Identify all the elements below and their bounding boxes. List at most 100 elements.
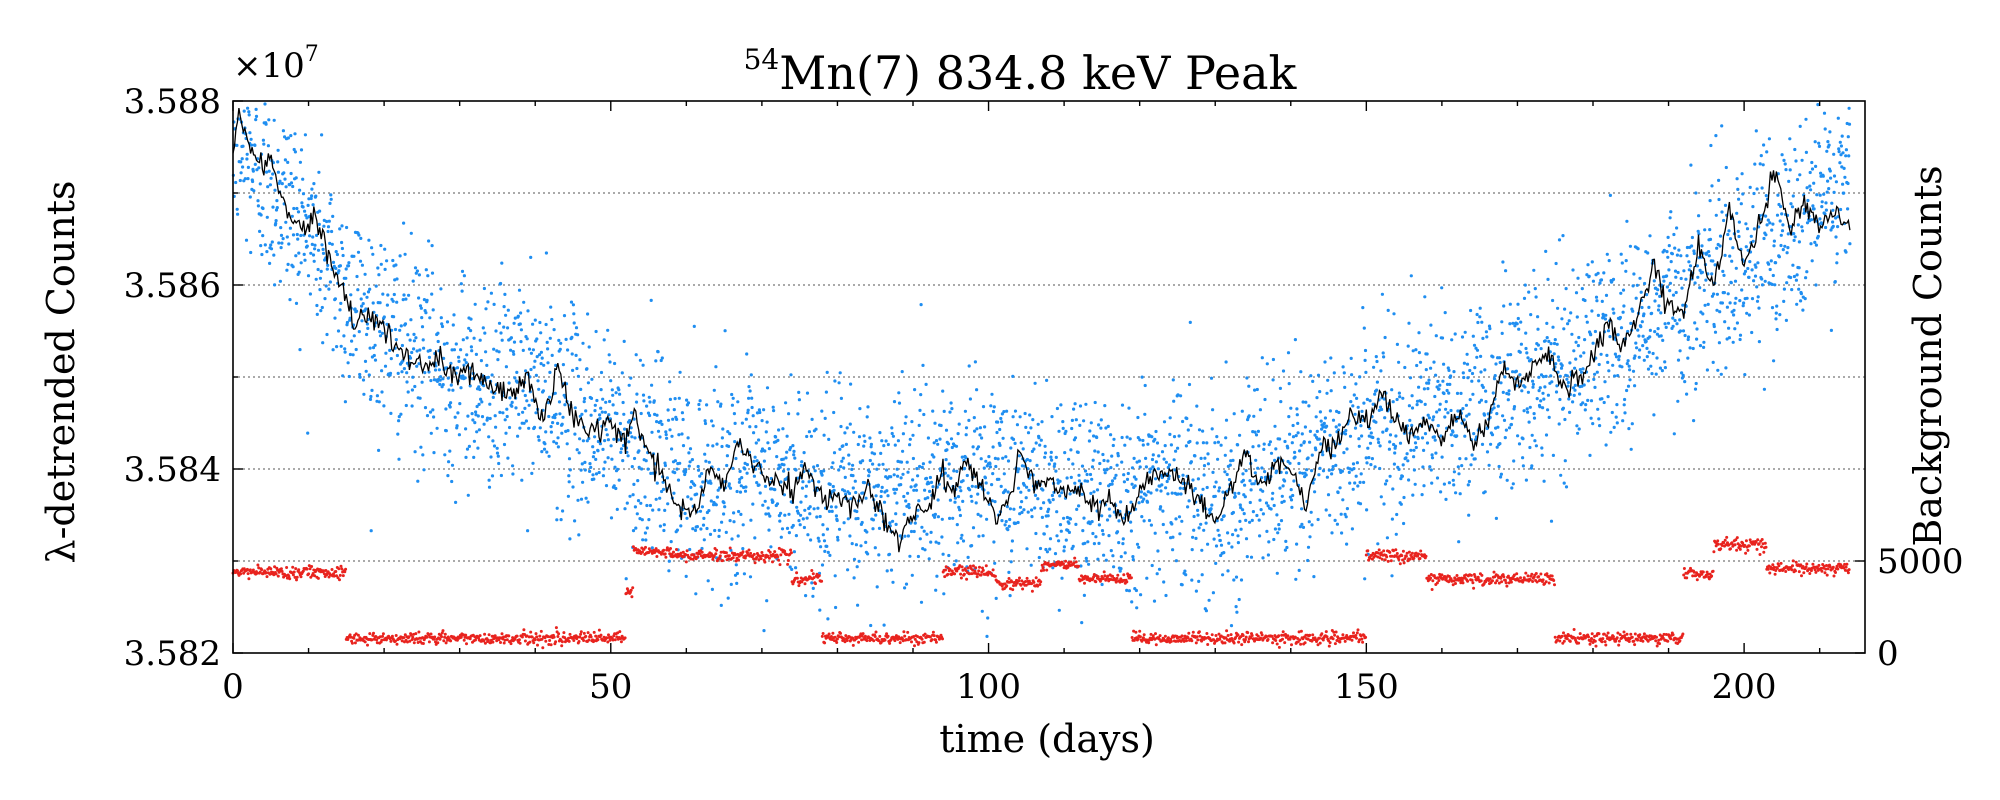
counts-point [1362,401,1366,405]
counts-point [650,546,654,550]
counts-point [1071,462,1075,466]
counts-point [438,382,442,386]
counts-point [703,419,707,423]
counts-point [1827,187,1831,191]
counts-point [1256,429,1260,433]
counts-point [1737,220,1741,224]
counts-point [589,396,594,400]
counts-point [1775,327,1779,332]
counts-point [261,206,265,211]
counts-point [571,368,575,372]
counts-point [313,247,317,251]
counts-point [1804,276,1808,280]
counts-point [581,439,586,443]
counts-point [1798,173,1802,177]
counts-point [586,381,591,385]
counts-point [513,376,517,380]
counts-point [1326,493,1331,497]
background-point [786,562,790,566]
counts-point [1063,451,1067,455]
counts-point [658,435,662,439]
counts-point [1404,456,1408,460]
counts-point [1565,377,1569,381]
counts-point [1201,441,1205,445]
counts-point [321,251,326,255]
counts-point [1186,505,1190,509]
counts-point [1584,403,1588,407]
counts-point [443,453,447,457]
background-point [461,633,465,637]
counts-point [658,496,662,500]
counts-point [1759,154,1763,158]
counts-point [1484,389,1488,393]
counts-point [996,420,1000,424]
counts-point [984,481,988,485]
counts-point [1745,311,1749,315]
counts-point [1250,518,1254,523]
counts-point [1478,306,1482,310]
counts-point [1767,137,1771,141]
counts-point [1438,383,1442,387]
counts-point [1721,269,1725,273]
counts-point [991,445,995,449]
counts-point [1238,519,1242,524]
counts-point [1659,334,1663,338]
counts-point [871,527,875,531]
counts-point [752,474,757,478]
counts-point [1202,473,1206,477]
counts-point [1702,288,1706,292]
counts-point [1245,555,1249,559]
counts-point [1016,520,1020,525]
counts-point [1248,520,1252,524]
counts-point [785,526,790,531]
counts-point [1655,292,1659,296]
background-point [380,638,384,642]
counts-point [494,425,498,429]
counts-point [1266,553,1270,557]
counts-point [460,269,465,273]
counts-point [1206,462,1210,466]
counts-point [1229,449,1233,453]
counts-point [428,316,432,320]
background-point [400,639,404,643]
counts-point [1069,475,1073,479]
counts-point [1174,449,1178,453]
counts-point [709,499,713,503]
counts-point [1663,322,1667,326]
counts-point [852,557,857,561]
counts-point [1219,443,1223,447]
counts-point [1508,322,1512,326]
counts-point [1793,147,1797,152]
counts-point [800,460,804,464]
counts-point [1629,447,1633,451]
counts-point [1349,400,1353,404]
counts-point [939,423,943,428]
background-point [311,572,315,575]
counts-point [276,160,280,164]
counts-point [881,462,885,466]
counts-point [1392,312,1396,316]
counts-point [1818,217,1822,221]
counts-point [1009,446,1013,450]
counts-point [829,505,834,509]
counts-point [899,483,903,487]
counts-point [1244,518,1248,523]
counts-point [285,235,289,239]
counts-point [1340,531,1344,535]
counts-point [1536,315,1540,319]
counts-point [420,325,425,329]
counts-point [1465,352,1469,356]
counts-point [317,170,321,174]
counts-point [971,526,976,530]
background-point [592,630,596,634]
counts-point [862,444,866,448]
counts-point [1772,359,1776,363]
counts-point [1390,574,1394,578]
counts-point [1615,421,1619,425]
counts-point [1097,541,1101,546]
counts-point [1109,433,1113,437]
counts-point [723,505,727,509]
counts-point [1571,386,1575,390]
counts-point [1586,398,1590,402]
counts-point [577,533,581,537]
